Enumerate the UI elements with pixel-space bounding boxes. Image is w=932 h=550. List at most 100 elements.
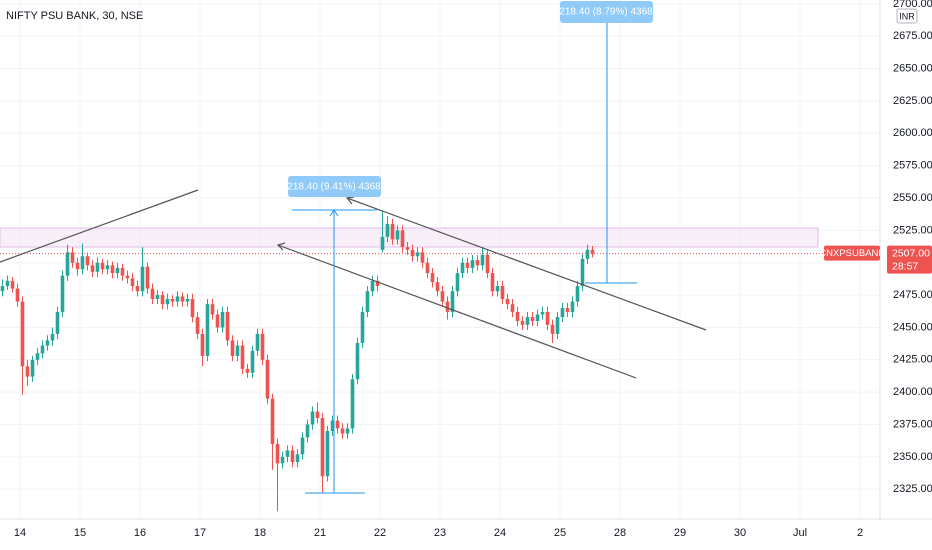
candle-body <box>70 252 75 263</box>
candle-body <box>375 280 380 287</box>
candle-body <box>275 443 280 464</box>
candle-body <box>75 262 80 270</box>
y-tick-label: 2475.00 <box>893 289 932 301</box>
y-tick-label: 2400.00 <box>893 386 932 398</box>
candle-body <box>20 301 25 367</box>
candles <box>0 210 880 512</box>
x-tick-label: 17 <box>194 527 206 539</box>
candle-body <box>165 298 170 305</box>
y-tick-label: 2350.00 <box>893 451 932 463</box>
candle-body <box>315 411 320 419</box>
candle-body <box>30 359 35 377</box>
y-tick-label: 2525.00 <box>893 224 932 236</box>
candle-body <box>200 333 205 356</box>
candle-body <box>40 345 45 354</box>
arrow <box>345 196 355 205</box>
candle-body <box>235 345 240 356</box>
candle-body <box>365 291 370 312</box>
candle-body <box>580 258 585 287</box>
candle-body <box>395 230 400 240</box>
arrow <box>329 209 339 217</box>
currency-box <box>896 8 918 24</box>
candle-body <box>35 353 40 360</box>
x-tick-label: 28 <box>614 527 626 539</box>
candle-body <box>220 311 225 328</box>
measure <box>292 14 637 494</box>
candle-body <box>405 247 410 250</box>
candle-body <box>130 278 135 287</box>
candle-body <box>350 379 355 429</box>
measure-label: 218.40 (9.41%) 4368 <box>287 182 381 193</box>
candle-body <box>575 286 580 302</box>
candle-body <box>590 249 595 254</box>
candle-body <box>170 298 175 302</box>
candle-body <box>55 311 60 334</box>
candle-body <box>225 311 230 341</box>
candle-body <box>95 262 100 272</box>
candle-body <box>185 298 190 302</box>
x-tick-label: 2 <box>857 527 863 539</box>
candle-body <box>245 368 250 373</box>
candle-body <box>530 317 535 321</box>
candle-body <box>290 450 295 463</box>
candle-body <box>330 420 335 431</box>
y-tick-label: 2450.00 <box>893 321 932 333</box>
currency: INR <box>899 11 915 21</box>
candle-body <box>565 308 570 312</box>
candle-body <box>25 366 30 377</box>
candle-body <box>50 333 55 341</box>
candle-body <box>505 298 510 305</box>
candle-body <box>120 267 125 276</box>
x-tick-label: 18 <box>254 527 266 539</box>
candle-body <box>270 398 275 444</box>
candle-body <box>380 236 385 250</box>
candle-body <box>450 291 455 312</box>
countdown: 28:57 <box>892 260 918 272</box>
symbol-box <box>824 245 880 261</box>
candle-body <box>465 262 470 268</box>
measure-label: 218.40 (8.79%) 4368 <box>559 7 653 18</box>
zone <box>0 227 819 248</box>
candle-body <box>470 260 475 268</box>
candle-body <box>205 304 210 356</box>
candle-body <box>195 317 200 334</box>
y-tick-label: 2625.00 <box>893 95 932 107</box>
y-tick-label: 2675.00 <box>893 30 932 42</box>
y-tick-label: 2375.00 <box>893 418 932 430</box>
candle-body <box>100 262 105 270</box>
candle-body <box>415 252 420 257</box>
drawings <box>0 189 707 379</box>
candle-body <box>45 340 50 346</box>
candle-body <box>140 266 145 292</box>
candle-body <box>445 301 450 312</box>
trendline <box>346 197 707 331</box>
candle-body <box>585 249 590 259</box>
candle-body <box>5 280 10 287</box>
candle-body <box>230 340 235 356</box>
chart-title: NIFTY PSU BANK, 30, NSE <box>6 10 143 22</box>
candle-body <box>210 304 215 315</box>
candle-body <box>390 223 395 240</box>
candle-body <box>430 273 435 283</box>
candle-body <box>520 320 525 325</box>
candle-body <box>295 454 300 463</box>
y-tick-label: 2700.00 <box>893 0 932 10</box>
candle-body <box>370 280 375 292</box>
candle-body <box>255 333 260 351</box>
candle-body <box>425 262 430 274</box>
candle-body <box>265 359 270 399</box>
y-tick-label: 2575.00 <box>893 160 932 172</box>
candle-body <box>460 262 465 274</box>
x-tick-label: 22 <box>374 527 386 539</box>
candle-body <box>540 311 545 315</box>
candle-body <box>250 350 255 373</box>
candle-body <box>60 275 65 312</box>
candle-body <box>550 324 555 334</box>
candle-body <box>300 437 305 455</box>
candle-body <box>515 311 520 321</box>
candle-body <box>480 254 485 266</box>
candle-body <box>215 314 220 328</box>
candle-body <box>360 311 365 343</box>
candle-body <box>420 252 425 263</box>
